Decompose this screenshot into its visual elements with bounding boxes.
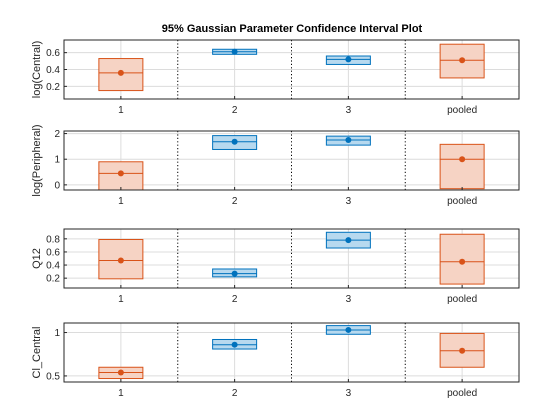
estimate-point-2	[231, 341, 238, 348]
ci-box-1	[98, 161, 144, 191]
y-tick-label: 1	[54, 328, 60, 339]
x-tick-label: 3	[346, 388, 352, 399]
x-tick-label: 1	[118, 294, 124, 305]
estimate-point-1	[117, 170, 124, 177]
estimate-point-1	[117, 257, 124, 264]
figure-title: 95% Gaussian Parameter Confidence Interv…	[162, 23, 423, 35]
axes-frame	[63, 228, 520, 289]
estimate-point-3	[345, 326, 352, 333]
estimate-point-pooled	[459, 347, 466, 354]
x-tick-label: 2	[232, 294, 238, 305]
estimate-point-3	[345, 136, 352, 143]
estimate-point-pooled	[459, 258, 466, 265]
subplot-4: 0.5 1 1 2 3 pooled Cl_Central	[31, 322, 520, 399]
subplot-panels: 0.2 0.4 0.6 1 2 3 pooled log(Central) 0 1 2 1 2 3 pool…	[31, 39, 520, 399]
x-tick-label: pooled	[447, 294, 477, 305]
y-tick-label: 0.2	[46, 82, 60, 93]
y-axis-label: log(Peripheral)	[31, 124, 43, 196]
x-tick-label: 3	[346, 196, 352, 207]
y-tick-label: 0.5	[46, 371, 60, 382]
y-tick-label: 0	[54, 180, 60, 191]
estimate-point-3	[345, 237, 352, 244]
y-tick-label: 1	[54, 155, 60, 166]
y-tick-label: 0.4	[46, 261, 60, 272]
x-tick-label: pooled	[447, 196, 477, 207]
estimate-point-1	[117, 369, 124, 376]
x-tick-label: pooled	[447, 105, 477, 116]
estimate-point-pooled	[459, 57, 466, 64]
ci-box-pooled	[439, 143, 485, 190]
y-tick-label: 0.6	[46, 247, 60, 258]
subplot-1: 0.2 0.4 0.6 1 2 3 pooled log(Central)	[31, 39, 520, 116]
x-tick-label: 3	[346, 294, 352, 305]
y-tick-label: 0.8	[46, 234, 60, 245]
x-tick-label: pooled	[447, 388, 477, 399]
y-tick-label: 0.6	[46, 48, 60, 59]
estimate-point-3	[345, 56, 352, 63]
x-tick-label: 2	[232, 105, 238, 116]
y-tick-label: 0.4	[46, 65, 60, 76]
estimate-point-2	[231, 270, 238, 277]
x-tick-label: 2	[232, 196, 238, 207]
subplot-3: 0.2 0.4 0.6 0.8 1 2 3 pooled Q12	[31, 228, 520, 305]
x-tick-label: 1	[118, 388, 124, 399]
x-tick-label: 1	[118, 105, 124, 116]
y-tick-label: 0.2	[46, 274, 60, 285]
y-axis-label: log(Central)	[31, 41, 43, 98]
y-tick-label: 2	[54, 129, 60, 140]
axes-frame	[63, 39, 520, 100]
axes-frame	[63, 322, 520, 383]
estimate-point-2	[231, 48, 238, 55]
x-tick-label: 2	[232, 388, 238, 399]
x-tick-label: 3	[346, 105, 352, 116]
subplot-2: 0 1 2 1 2 3 pooled log(Peripheral)	[31, 124, 520, 207]
y-axis-label: Cl_Central	[31, 327, 43, 379]
estimate-point-2	[231, 138, 238, 145]
axes-frame	[63, 130, 520, 191]
estimate-point-pooled	[459, 156, 466, 163]
x-tick-label: 1	[118, 196, 124, 207]
y-axis-label: Q12	[31, 248, 43, 269]
estimate-point-1	[117, 69, 124, 76]
